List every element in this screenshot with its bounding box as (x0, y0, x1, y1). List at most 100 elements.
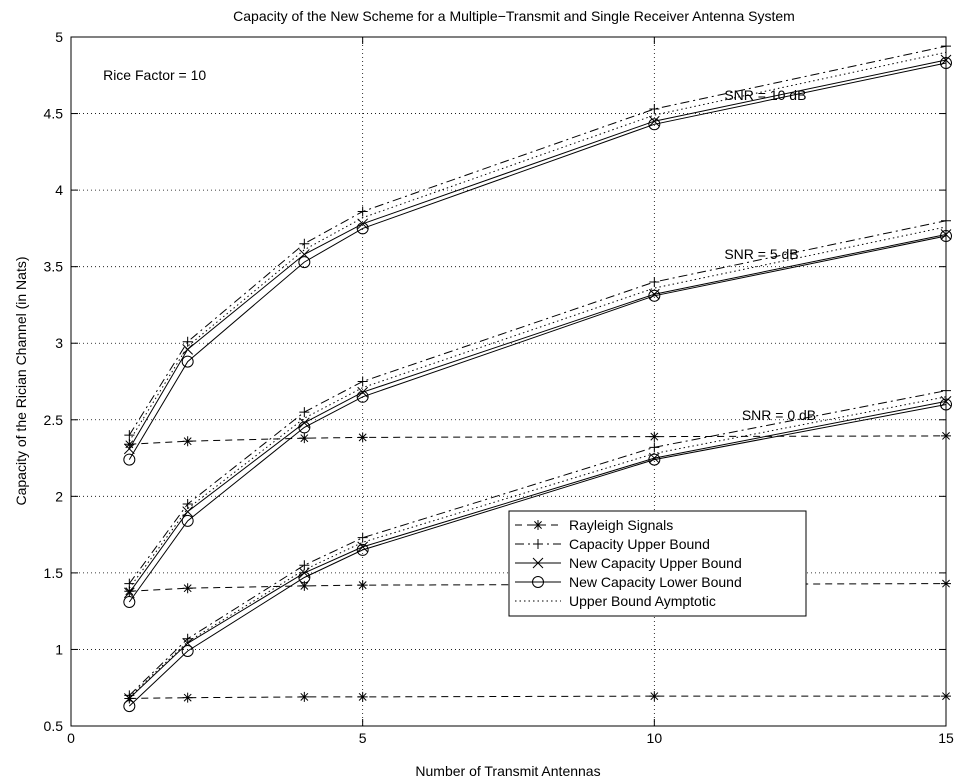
circle-marker (648, 118, 661, 131)
asterisk-marker (299, 691, 310, 702)
x-marker (182, 506, 194, 517)
legend-entry: New Capacity Lower Bound (515, 574, 742, 590)
asterisk-marker (124, 439, 135, 450)
legend-entry: Upper Bound Aymptotic (515, 593, 716, 609)
circle-marker (532, 576, 544, 588)
series-line (128, 220, 947, 584)
series-line (128, 234, 947, 594)
x-axis-label: Number of Transmit Antennas (415, 763, 600, 779)
series-snr-10-db-capacity-upper-bound (124, 41, 951, 441)
series-line (128, 59, 947, 450)
series-line (128, 235, 947, 603)
legend-label: Upper Bound Aymptotic (569, 593, 716, 609)
asterisk-marker (182, 583, 193, 594)
x-marker (123, 443, 135, 455)
legend-entry: Capacity Upper Bound (515, 536, 710, 552)
chart-title: Capacity of the New Scheme for a Multipl… (233, 8, 795, 24)
circle-marker (181, 514, 194, 527)
series-line (128, 51, 947, 442)
y-tick-label: 0.5 (44, 718, 64, 734)
x-marker (648, 115, 660, 127)
plus-marker (182, 336, 193, 347)
plus-marker (649, 276, 660, 287)
circle-marker (356, 543, 369, 556)
series-line (128, 226, 947, 589)
y-tick-label: 1 (55, 641, 63, 657)
plus-marker (357, 532, 368, 543)
series-line (129, 435, 947, 445)
circle-marker (648, 453, 661, 466)
series-snr-0-db-rayleigh-signals (124, 691, 951, 704)
y-tick-label: 5 (55, 29, 63, 45)
asterisk-marker (299, 580, 310, 591)
plus-marker (649, 442, 660, 453)
legend: Rayleigh Signals Capacity Upper Bound New … (508, 510, 807, 617)
series-snr-10-db-upper-bound-aymptotic (128, 51, 947, 442)
asterisk-marker (124, 586, 135, 597)
x-marker (123, 587, 135, 599)
series-snr-5-db-upper-bound-aymptotic (128, 226, 947, 589)
grid (71, 37, 946, 726)
y-tick-label: 2 (55, 488, 63, 504)
x-marker (532, 557, 544, 569)
annotation-label: SNR = 10 dB (724, 87, 806, 103)
circle-marker (648, 289, 661, 302)
plus-marker (124, 430, 135, 441)
plus-marker (357, 206, 368, 217)
series-line (128, 404, 947, 707)
circle-marker (181, 644, 194, 657)
y-tick-label: 1.5 (44, 565, 64, 581)
series-snr-5-db-new-capacity-lower-bound (123, 230, 952, 608)
circle-marker (123, 700, 136, 713)
plus-marker (299, 407, 310, 418)
plot-frame (70, 36, 947, 727)
series-line (128, 45, 947, 436)
asterisk-marker (649, 431, 660, 442)
asterisk-marker (182, 692, 193, 703)
asterisk-marker (357, 432, 368, 443)
y-tick-label: 4.5 (44, 106, 64, 122)
series-line (129, 695, 946, 699)
series-line (128, 62, 947, 460)
asterisk-marker (533, 520, 543, 530)
y-tick-label: 4 (55, 182, 63, 198)
legend-label: New Capacity Upper Bound (569, 555, 742, 571)
asterisk-marker (299, 433, 310, 444)
circle-marker (298, 421, 311, 434)
y-tick-label: 3.5 (44, 259, 64, 275)
plus-marker (357, 376, 368, 387)
series-line (129, 583, 947, 592)
plus-marker (182, 498, 193, 509)
circle-marker (356, 222, 369, 235)
annotations: Rice Factor = 10 SNR = 10 dB SNR = 5 dB SNR… (103, 67, 816, 423)
plus-marker (299, 560, 310, 571)
series-snr-0-db-new-capacity-lower-bound (123, 398, 952, 713)
annotation-label: SNR = 5 dB (724, 246, 798, 262)
annotation-label: Rice Factor = 10 (103, 67, 206, 83)
series-snr-10-db-new-capacity-lower-bound (123, 57, 952, 466)
legend-entry: Rayleigh Signals (515, 517, 673, 533)
y-tick-label: 3 (55, 335, 63, 351)
series-layer (123, 41, 952, 713)
circle-marker (356, 390, 369, 403)
y-tick-label: 2.5 (44, 412, 64, 428)
circle-marker (123, 453, 136, 466)
x-tick-label: 0 (67, 730, 75, 746)
circle-marker (298, 571, 311, 584)
x-tick-label: 10 (647, 730, 663, 746)
legend-label: Capacity Upper Bound (569, 536, 710, 552)
series-line (128, 390, 947, 696)
plus-marker (649, 103, 660, 114)
circle-marker (181, 355, 194, 368)
circle-marker (123, 595, 136, 608)
x-tick-label: 15 (938, 730, 954, 746)
legend-label: Rayleigh Signals (569, 517, 673, 533)
axis-ticks: 0 5 10 15 0.5 1 1.5 2 2.5 3 3.5 4 4.5 5 (44, 29, 954, 746)
x-tick-label: 5 (359, 730, 367, 746)
series-snr-10-db-rayleigh-signals (124, 430, 951, 450)
legend-label: New Capacity Lower Bound (569, 574, 742, 590)
y-axis-label: Capacity of the Rician Channel (in Nats) (13, 256, 29, 505)
plus-marker (182, 633, 193, 644)
asterisk-marker (182, 436, 193, 447)
